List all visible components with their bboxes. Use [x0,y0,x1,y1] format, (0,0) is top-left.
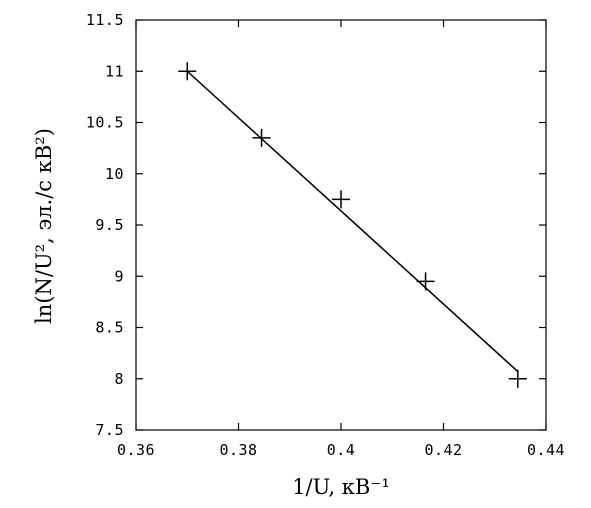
y-tick-label: 9 [114,267,124,285]
y-tick-label: 9.5 [95,216,124,234]
y-axis-label: ln(N/U², эл./с кВ²) [32,128,56,324]
x-tick-label: 0.44 [527,441,565,459]
data-point [508,369,527,388]
data-point [332,190,350,209]
fit-line [186,70,519,373]
x-tick-label: 0.36 [117,441,155,459]
x-tick-label: 0.4 [327,441,356,459]
x-tick-label: 0.42 [424,441,462,459]
data-point [178,62,197,81]
y-tick-label: 8 [114,370,124,388]
fit-line-group [186,70,519,373]
data-point [252,128,271,147]
y-tick-label: 11.5 [86,11,124,29]
y-tick-label: 11 [105,62,124,80]
data-markers [178,62,527,388]
x-tick-label: 0.38 [219,441,257,459]
y-tick-label: 10.5 [86,114,124,132]
x-axis-label: 1/U, кВ⁻¹ [292,475,390,499]
y-tick-label: 7.5 [95,421,124,439]
data-point [416,272,435,291]
x-axis: 0.36 0.38 0.4 0.42 0.44 [117,20,565,459]
y-tick-label: 10 [105,165,124,183]
y-axis: 7.5 8 8.5 9 9.5 10 10.5 11 11.5 [86,11,546,439]
y-tick-label: 8.5 [95,319,124,337]
